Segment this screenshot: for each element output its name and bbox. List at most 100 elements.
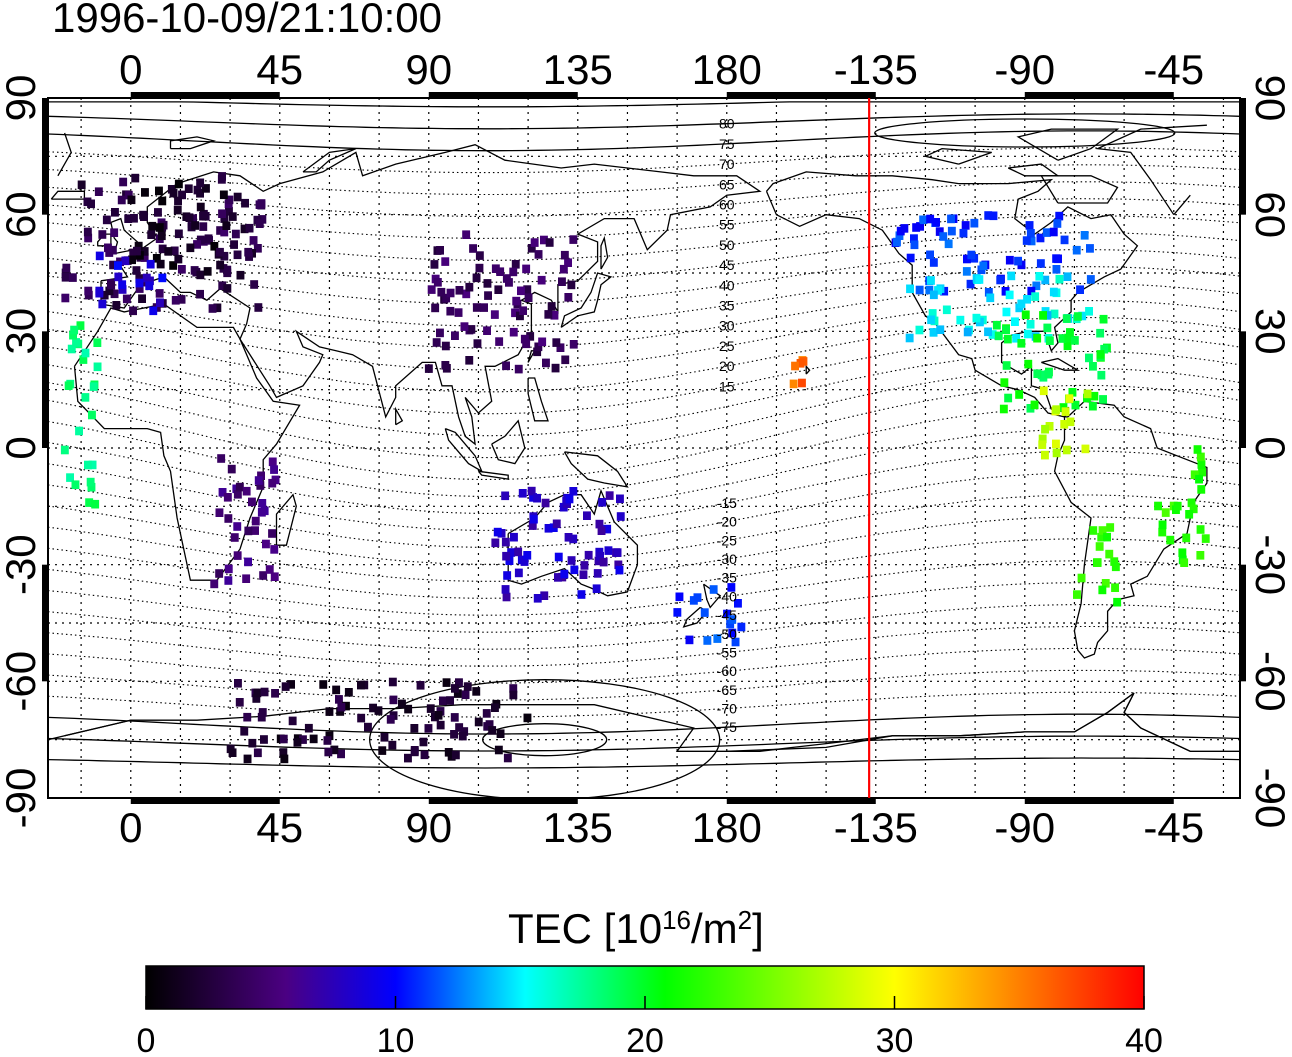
- tec-cell: [1101, 579, 1110, 588]
- tec-cell: [84, 286, 93, 296]
- tec-cell: [257, 712, 266, 722]
- tec-cell: [135, 278, 144, 288]
- tec-cell: [1041, 275, 1050, 285]
- tec-cell: [243, 754, 252, 764]
- tec-cell: [217, 175, 226, 184]
- tec-cell: [603, 524, 612, 534]
- tec-cell: [455, 286, 464, 295]
- tec-cell: [357, 680, 365, 690]
- tec-cell: [462, 230, 471, 239]
- tec-cell: [503, 753, 512, 763]
- tec-cell: [386, 715, 395, 724]
- tec-cell: [1003, 334, 1012, 344]
- top-lon-tick-label: 135: [543, 46, 613, 93]
- tec-cell: [1190, 470, 1199, 479]
- tec-cell: [114, 261, 122, 270]
- tec-cell: [61, 268, 70, 278]
- tec-cell: [544, 310, 553, 319]
- tec-cell: [93, 338, 102, 347]
- tec-cell: [210, 579, 219, 589]
- tec-cell: [173, 205, 182, 215]
- tec-cell: [1039, 311, 1047, 320]
- tec-cell: [1066, 417, 1075, 427]
- tec-cell: [108, 245, 117, 255]
- tec-cell: [693, 593, 702, 602]
- tec-cell: [240, 224, 249, 234]
- tec-cell: [1089, 526, 1098, 535]
- tec-cell: [893, 237, 901, 247]
- tec-cell: [936, 325, 945, 334]
- tec-cell: [95, 251, 104, 261]
- tec-cell: [1083, 389, 1092, 399]
- tec-cell: [569, 235, 578, 244]
- tec-cell: [522, 264, 531, 274]
- tec-cell: [541, 498, 550, 508]
- top-lon-tick-label: 90: [405, 46, 452, 93]
- tec-cell: [280, 754, 289, 764]
- tec-cell: [169, 261, 178, 270]
- tec-cell: [1193, 445, 1202, 454]
- tec-cell: [114, 272, 123, 282]
- tec-cell: [1064, 333, 1073, 343]
- tec-cell: [1088, 401, 1097, 411]
- tec-cell: [77, 180, 86, 190]
- tec-cell: [613, 548, 622, 557]
- tec-cell: [154, 208, 162, 217]
- tec-cell: [529, 514, 538, 524]
- tec-cell: [257, 508, 266, 517]
- tec-cell: [1106, 523, 1115, 532]
- colorbar-tick-label: 30: [876, 1022, 914, 1057]
- tec-cell: [288, 716, 297, 726]
- coastline: [477, 470, 509, 480]
- tec-cell: [79, 355, 88, 364]
- tec-cell: [107, 280, 116, 290]
- tec-cell: [219, 190, 228, 200]
- tec-cell: [215, 508, 224, 517]
- tec-cell: [992, 320, 1001, 330]
- tec-cell: [147, 230, 156, 239]
- tec-cell: [235, 482, 244, 492]
- tec-cell: [85, 498, 94, 507]
- tec-cell: [509, 684, 518, 693]
- tec-cell: [1005, 255, 1014, 265]
- tec-cell: [259, 571, 268, 580]
- contour-label: 35: [719, 298, 735, 314]
- tec-cell: [319, 680, 328, 689]
- tec-cell: [100, 290, 109, 300]
- tec-cell: [461, 690, 470, 699]
- tec-cell: [117, 195, 126, 205]
- tec-cell: [253, 748, 262, 758]
- tec-cell: [474, 717, 483, 727]
- tec-cell: [501, 491, 510, 501]
- tec-cell: [279, 748, 288, 757]
- tec-cell: [1196, 525, 1205, 534]
- tec-cell: [523, 551, 532, 560]
- tec-cell: [1166, 535, 1175, 545]
- tec-cell: [537, 275, 546, 285]
- tec-cell: [502, 274, 511, 283]
- tec-cell: [1073, 312, 1082, 321]
- tec-cell: [1052, 439, 1060, 449]
- top-lon-tick-label: 45: [256, 46, 303, 93]
- tec-cell: [569, 487, 578, 496]
- south-pole-contour: [482, 723, 608, 757]
- tec-cell: [465, 356, 474, 365]
- tec-cell: [83, 227, 92, 237]
- tec-cell: [561, 355, 570, 365]
- tec-cell: [1103, 532, 1111, 542]
- tec-cell: [534, 250, 543, 259]
- tec-cell: [233, 522, 242, 531]
- magnetic-contour: [48, 669, 1240, 701]
- tec-cell: [1002, 307, 1011, 317]
- tec-cell: [967, 250, 976, 260]
- bottom-lon-tick-label: 180: [692, 804, 762, 851]
- top-lon-tick-label: 180: [692, 46, 762, 93]
- tec-cell: [511, 260, 520, 269]
- tec-cell: [388, 677, 397, 687]
- tec-cell: [1197, 485, 1206, 494]
- tec-cell: [723, 609, 731, 619]
- tec-cell: [580, 561, 589, 570]
- tec-cell: [939, 232, 948, 241]
- right-lat-tick-label: 90: [1247, 75, 1292, 122]
- tec-cell: [230, 240, 238, 249]
